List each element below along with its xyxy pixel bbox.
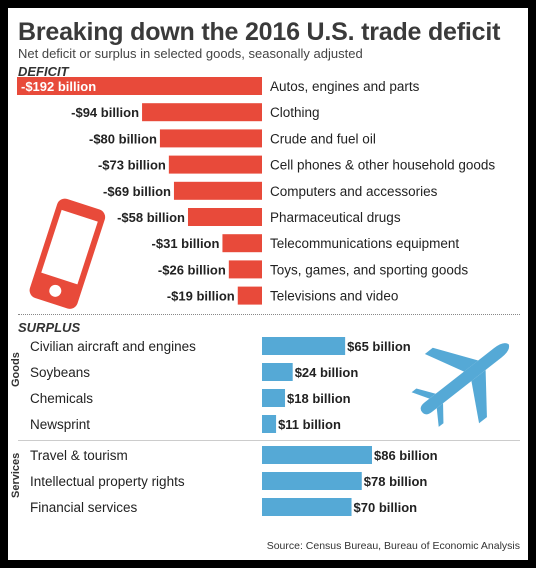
category-label: Crude and fuel oil [270, 131, 376, 146]
bar-surplus [262, 389, 286, 407]
source-note: Source: Census Bureau, Bureau of Economi… [266, 540, 520, 552]
bar-chart: -$192 billion Autos, engines and parts -$9… [17, 77, 495, 516]
category-label: Civilian aircraft and engines [30, 339, 196, 354]
category-label: Toys, games, and sporting goods [270, 262, 468, 277]
bar-deficit [173, 181, 262, 200]
section-label-deficit: DEFICIT [18, 64, 69, 79]
chart-title: Breaking down the 2016 U.S. trade defici… [18, 18, 501, 46]
category-label: Financial services [30, 500, 138, 515]
category-label: Travel & tourism [30, 448, 128, 463]
bar-value-label: $24 billion [295, 365, 359, 380]
bar-value-label: $11 billion [278, 417, 341, 432]
category-label: Pharmaceutical drugs [270, 210, 401, 225]
bar-value-label: -$58 billion [117, 210, 185, 225]
bar-deficit [17, 77, 262, 95]
airplane-icon [411, 343, 510, 427]
category-label: Clothing [270, 105, 320, 120]
bar-value-label: -$192 billion [21, 79, 96, 94]
bar-value-label: -$73 billion [98, 158, 166, 173]
bar-surplus [262, 337, 346, 355]
bar-value-label: $78 billion [364, 474, 428, 489]
category-label: Intellectual property rights [30, 474, 185, 489]
bar-value-label: $18 billion [287, 391, 351, 406]
category-label: Telecommunications equipment [270, 236, 459, 251]
infographic-card: Breaking down the 2016 U.S. trade defici… [8, 8, 528, 560]
category-label: Newsprint [30, 417, 90, 432]
bar-deficit [237, 286, 262, 305]
bar-surplus [262, 446, 372, 464]
bar-deficit [228, 260, 262, 279]
bar-value-label: -$26 billion [158, 262, 226, 277]
category-label: Computers and accessories [270, 184, 438, 199]
bar-deficit [159, 129, 262, 148]
category-label: Chemicals [30, 391, 93, 406]
bar-surplus [262, 363, 293, 381]
bar-value-label: -$94 billion [71, 105, 139, 120]
section-label-surplus: SURPLUS [18, 320, 81, 335]
bar-surplus [262, 472, 362, 490]
bar-surplus [262, 415, 277, 433]
bar-value-label: $65 billion [347, 339, 411, 354]
bar-value-label: -$19 billion [167, 289, 235, 304]
category-label: Soybeans [30, 365, 90, 380]
section-divider [18, 314, 520, 315]
group-divider [18, 440, 520, 441]
bar-deficit [222, 234, 262, 253]
bar-deficit [168, 155, 262, 174]
category-label: Cell phones & other household goods [270, 158, 495, 173]
bar-surplus [262, 498, 352, 516]
bar-value-label: -$31 billion [152, 236, 220, 251]
chart-subtitle: Net deficit or surplus in selected goods… [18, 46, 363, 61]
category-label: Televisions and video [270, 289, 398, 304]
bar-deficit [142, 103, 262, 122]
smartphone-icon [29, 198, 106, 309]
bar-value-label: -$80 billion [89, 131, 157, 146]
bar-value-label: $70 billion [354, 500, 418, 515]
bar-deficit [187, 208, 262, 226]
bar-value-label: -$69 billion [103, 184, 171, 199]
bar-value-label: $86 billion [374, 448, 438, 463]
category-label: Autos, engines and parts [270, 79, 420, 94]
